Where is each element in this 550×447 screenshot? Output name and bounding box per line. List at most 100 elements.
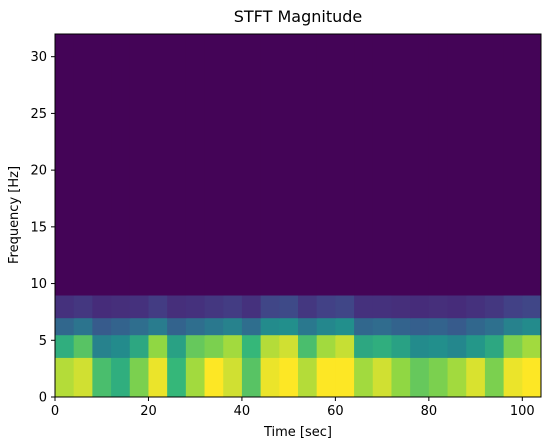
heatmap-cell xyxy=(447,357,467,397)
heatmap-cell xyxy=(298,334,318,358)
y-tick-label: 5 xyxy=(39,334,47,349)
heatmap-cell xyxy=(185,334,206,358)
heatmap-cell xyxy=(185,34,206,296)
heatmap-cell xyxy=(428,294,449,319)
heatmap-cell xyxy=(241,34,262,296)
heatmap-cell xyxy=(372,317,393,336)
heatmap-cell xyxy=(316,317,336,336)
heatmap-cell xyxy=(410,34,430,296)
heatmap-cell xyxy=(279,334,299,358)
heatmap-cell xyxy=(185,317,206,336)
heatmap-cell xyxy=(204,357,224,397)
x-tick-label: 40 xyxy=(234,404,251,419)
heatmap-cell xyxy=(503,357,523,397)
heatmap-cell xyxy=(241,317,262,336)
y-tick-label: 15 xyxy=(30,220,47,235)
heatmap-cell xyxy=(354,334,374,358)
heatmap-cell xyxy=(316,334,336,358)
heatmap-cell xyxy=(111,357,131,397)
x-tick-label: 0 xyxy=(51,404,59,419)
heatmap-cell xyxy=(484,34,505,296)
heatmap-cell xyxy=(73,334,93,358)
heatmap-cell xyxy=(129,34,150,296)
y-axis-label: Frequency [Hz] xyxy=(7,166,22,264)
heatmap-cell xyxy=(148,334,168,358)
heatmap-cell xyxy=(428,357,449,397)
heatmap-cell xyxy=(148,34,168,296)
heatmap-cell xyxy=(484,334,505,358)
heatmap-cell xyxy=(354,34,374,296)
heatmap-cell xyxy=(167,34,187,296)
heatmap-cell xyxy=(92,294,112,319)
heatmap-cell xyxy=(73,34,93,296)
heatmap-cell xyxy=(410,357,430,397)
x-tick-label: 20 xyxy=(140,404,157,419)
heatmap-cell xyxy=(111,294,131,319)
heatmap-cell xyxy=(111,334,131,358)
heatmap-cell xyxy=(167,357,187,397)
heatmap-cell xyxy=(354,294,374,319)
y-tick-label: 0 xyxy=(39,391,47,406)
heatmap-cell xyxy=(391,34,411,296)
heatmap-cell xyxy=(223,334,243,358)
heatmap-cell xyxy=(185,294,206,319)
heatmap-cell xyxy=(167,334,187,358)
heatmap-cell xyxy=(466,294,486,319)
heatmap-cell xyxy=(241,357,262,397)
heatmap-cell xyxy=(241,294,262,319)
heatmap-cell xyxy=(391,317,411,336)
heatmap-cell xyxy=(372,34,393,296)
heatmap-cell xyxy=(522,34,541,296)
heatmap-cell xyxy=(55,294,75,319)
heatmap-cell xyxy=(335,357,355,397)
heatmap-cell xyxy=(73,294,93,319)
heatmap-cell xyxy=(298,294,318,319)
heatmap-cell xyxy=(466,357,486,397)
heatmap-cell xyxy=(204,34,224,296)
heatmap-cells xyxy=(55,34,541,397)
heatmap-cell xyxy=(372,357,393,397)
heatmap-cell xyxy=(335,317,355,336)
heatmap-cell xyxy=(335,34,355,296)
heatmap-cell xyxy=(185,357,206,397)
heatmap-cell xyxy=(55,334,75,358)
heatmap-cell xyxy=(223,317,243,336)
y-tick-label: 30 xyxy=(30,50,47,65)
heatmap-cell xyxy=(428,34,449,296)
heatmap-cell xyxy=(92,334,112,358)
y-tick-label: 20 xyxy=(30,164,47,179)
heatmap-cell xyxy=(484,357,505,397)
y-tick-label: 25 xyxy=(30,107,47,122)
heatmap-cell xyxy=(466,34,486,296)
heatmap-cell xyxy=(484,317,505,336)
heatmap-cell xyxy=(279,34,299,296)
heatmap-cell xyxy=(522,317,541,336)
heatmap-cell xyxy=(316,294,336,319)
heatmap-cell xyxy=(129,317,150,336)
x-axis-ticks: 0 20 40 60 80 100 xyxy=(51,397,535,419)
y-axis-ticks: 0 5 10 15 20 25 30 xyxy=(30,50,55,406)
heatmap-cell xyxy=(447,334,467,358)
heatmap-cell xyxy=(111,34,131,296)
heatmap-cell xyxy=(204,334,224,358)
heatmap-cell xyxy=(447,34,467,296)
x-axis-label: Time [sec] xyxy=(263,425,332,440)
heatmap-cell xyxy=(428,317,449,336)
chart-title: STFT Magnitude xyxy=(234,7,362,26)
heatmap-cell xyxy=(92,34,112,296)
heatmap-cell xyxy=(298,317,318,336)
heatmap-cell xyxy=(260,294,280,319)
heatmap-cell xyxy=(447,294,467,319)
heatmap-cell xyxy=(503,317,523,336)
heatmap-cell xyxy=(410,317,430,336)
heatmap-cell xyxy=(447,317,467,336)
heatmap-cell xyxy=(298,357,318,397)
x-tick-label: 100 xyxy=(510,404,535,419)
heatmap-cell xyxy=(223,34,243,296)
heatmap-cell xyxy=(466,334,486,358)
heatmap-cell xyxy=(129,334,150,358)
heatmap-cell xyxy=(279,294,299,319)
heatmap-cell xyxy=(503,34,523,296)
heatmap-cell xyxy=(503,334,523,358)
